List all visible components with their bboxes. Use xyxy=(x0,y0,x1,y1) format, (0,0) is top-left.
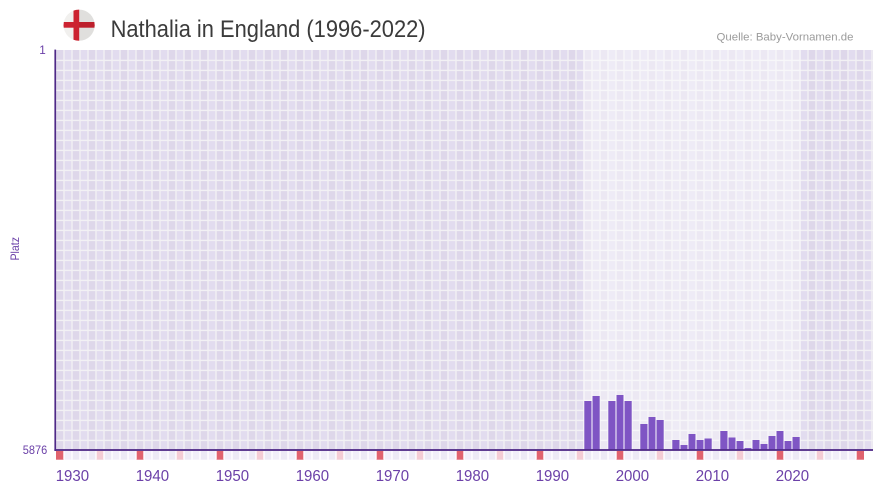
svg-text:5876: 5876 xyxy=(23,444,47,457)
svg-text:1960: 1960 xyxy=(296,468,330,485)
svg-text:Quelle: Baby-Vornamen.de: Quelle: Baby-Vornamen.de xyxy=(717,31,854,43)
svg-text:Nathalia in England (1996-2022: Nathalia in England (1996-2022) xyxy=(111,16,426,43)
svg-text:1: 1 xyxy=(39,44,46,57)
svg-text:1930: 1930 xyxy=(56,468,90,485)
svg-text:2000: 2000 xyxy=(616,468,650,485)
svg-text:1970: 1970 xyxy=(376,468,410,485)
svg-text:1990: 1990 xyxy=(536,468,570,485)
svg-text:1940: 1940 xyxy=(136,468,170,485)
svg-text:Platz: Platz xyxy=(8,237,22,261)
svg-text:1950: 1950 xyxy=(216,468,250,485)
svg-text:2010: 2010 xyxy=(696,468,730,485)
svg-text:1980: 1980 xyxy=(456,468,490,485)
svg-text:2020: 2020 xyxy=(776,468,810,485)
